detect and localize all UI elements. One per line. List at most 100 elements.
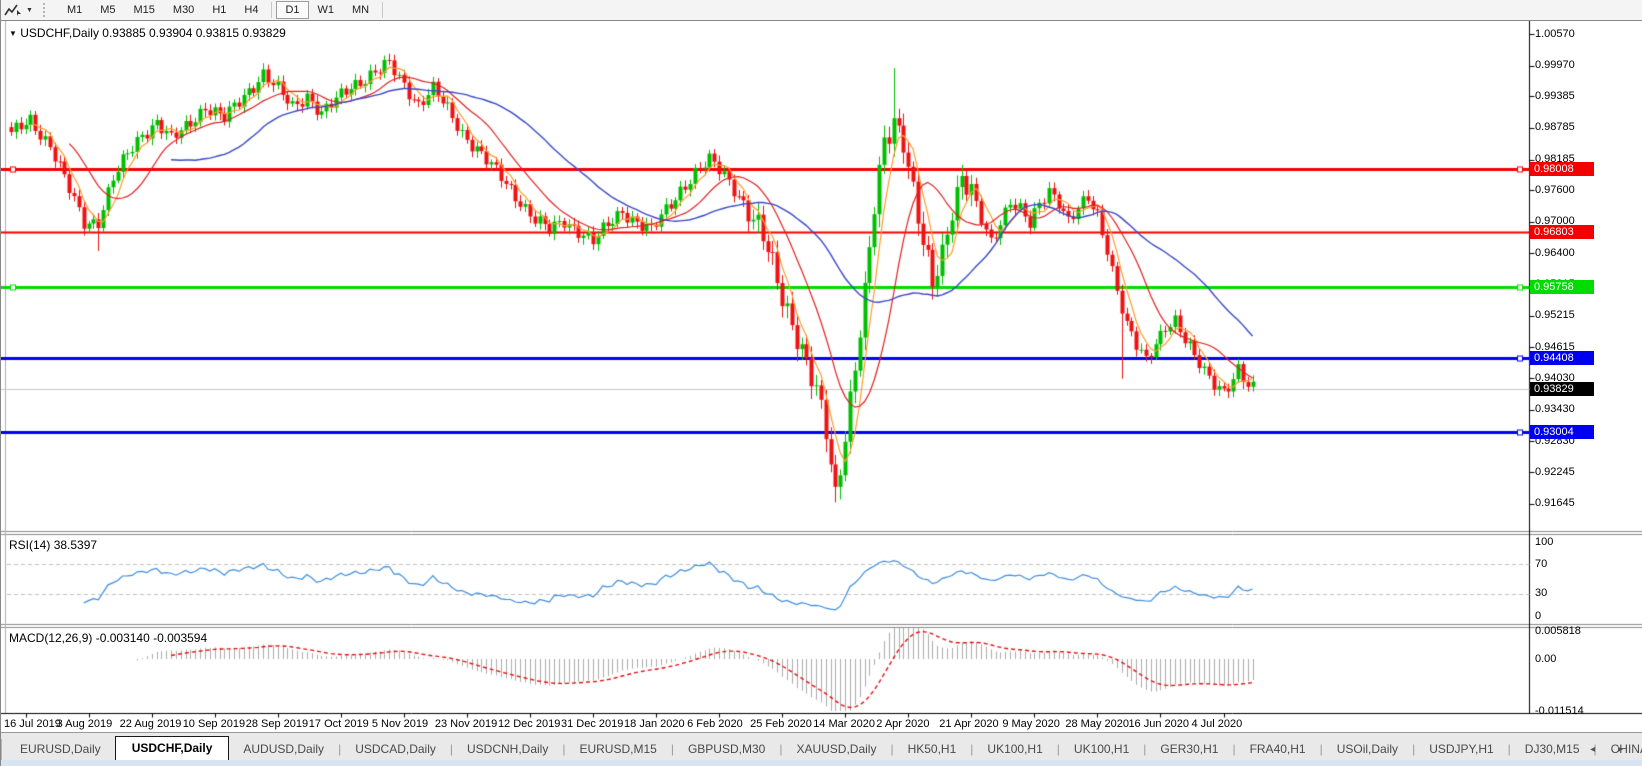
chart-symbol-label: USDCHF,Daily bbox=[20, 26, 99, 40]
tab-scroll-right-icon[interactable]: ▸ bbox=[1617, 744, 1633, 755]
hline-price-badge: 0.96803 bbox=[1530, 225, 1594, 240]
tab-divider: | bbox=[779, 742, 783, 756]
macd-indicator-label: MACD(12,26,9) -0.003140 -0.003594 bbox=[9, 631, 207, 645]
tab-bar-gutter bbox=[1, 739, 2, 761]
window-status-strip bbox=[1, 760, 1642, 766]
tab-hk50-h1[interactable]: HK50,H1 bbox=[907, 742, 957, 756]
y-axis-tick-label: 0.93430 bbox=[1535, 403, 1575, 416]
chart-pointer-icon[interactable] bbox=[4, 4, 22, 17]
tab-gbpusd-m30[interactable]: GBPUSD,M30 bbox=[687, 742, 766, 756]
x-axis-date-label: 18 Jan 2020 bbox=[624, 718, 685, 730]
toolbar-grip[interactable] bbox=[42, 3, 48, 17]
x-axis-date-label: 16 Jul 2019 bbox=[4, 718, 61, 730]
tab-scroll-left-icon[interactable]: ◂ bbox=[1590, 744, 1606, 755]
tab-usoil-daily[interactable]: USOil,Daily bbox=[1336, 742, 1399, 756]
tab-audusd-daily[interactable]: AUDUSD,Daily bbox=[243, 742, 325, 756]
chart-tab-bar: EURUSD,Daily USDCHF,Daily AUDUSD,Daily | USD… bbox=[1, 732, 1642, 761]
rsi-name: RSI(14) bbox=[9, 538, 51, 552]
hline-price-badge: 0.98008 bbox=[1530, 161, 1594, 176]
dropdown-caret-icon[interactable]: ▼ bbox=[26, 6, 33, 14]
x-axis-date-label: 21 Apr 2020 bbox=[939, 718, 999, 730]
y-axis-tick-label: 0.97600 bbox=[1535, 183, 1575, 196]
timeframe-button-d1[interactable]: D1 bbox=[276, 1, 309, 19]
y-axis-tick-label: 0.92245 bbox=[1535, 465, 1575, 478]
tab-uk100-h1[interactable]: UK100,H1 bbox=[1073, 742, 1130, 756]
tab-dj30-m15[interactable]: DJ30,M15 bbox=[1524, 742, 1580, 756]
macd-axis-label: 0.005818 bbox=[1535, 625, 1581, 638]
timeframe-button-m5[interactable]: M5 bbox=[100, 4, 116, 16]
y-axis-tick-label: 0.94615 bbox=[1535, 340, 1575, 353]
hline-price-badge: 0.93004 bbox=[1530, 425, 1594, 440]
tab-usdcad-daily[interactable]: USDCAD,Daily bbox=[355, 742, 436, 756]
y-axis-tick-label: 0.99385 bbox=[1535, 89, 1575, 102]
rsi-value: 38.5397 bbox=[53, 538, 98, 552]
tab-usdcnh-daily[interactable]: USDCNH,Daily bbox=[467, 742, 549, 756]
x-axis-date-label: 14 Mar 2020 bbox=[813, 718, 875, 730]
timeframe-toolbar: ▼ M1 M5 M15 M30 H1 H4 D1 W1 MN bbox=[1, 0, 1642, 21]
tab-divider: | bbox=[1412, 742, 1416, 756]
rsi-axis-label: 0 bbox=[1535, 609, 1542, 622]
tabs-container: EURUSD,Daily USDCHF,Daily AUDUSD,Daily | USD… bbox=[6, 736, 1642, 761]
timeframe-button-m1[interactable]: M1 bbox=[66, 4, 83, 16]
tab-usdchf-daily[interactable]: USDCHF,Daily bbox=[114, 736, 230, 761]
timeframe-button-h4[interactable]: H4 bbox=[244, 4, 259, 16]
x-axis-date-label: 23 Nov 2019 bbox=[434, 718, 498, 730]
y-axis-tick-label: 0.98785 bbox=[1535, 121, 1575, 134]
y-axis-tick-label: 0.95215 bbox=[1535, 309, 1575, 322]
tab-divider: | bbox=[1056, 742, 1060, 756]
tab-divider: | bbox=[1143, 742, 1147, 756]
timeframe-button-w1[interactable]: W1 bbox=[317, 4, 335, 16]
timeframe-button-mn[interactable]: MN bbox=[352, 4, 370, 16]
tab-divider: | bbox=[670, 742, 674, 756]
current-price-badge: 0.93829 bbox=[1530, 381, 1594, 396]
tab-divider: | bbox=[1232, 742, 1236, 756]
tab-divider: | bbox=[890, 742, 894, 756]
x-axis-date-label: 22 Aug 2019 bbox=[119, 718, 182, 730]
tab-ger30-h1[interactable]: GER30,H1 bbox=[1160, 742, 1219, 756]
tab-eurusd-m15[interactable]: EURUSD,M15 bbox=[579, 742, 657, 756]
x-axis-date-label: 25 Feb 2020 bbox=[750, 718, 812, 730]
tab-divider: | bbox=[1593, 742, 1597, 756]
x-axis-date-label: 4 Jul 2020 bbox=[1191, 718, 1243, 730]
macd-signal-value: -0.003594 bbox=[153, 631, 208, 645]
tab-divider: | bbox=[970, 742, 974, 756]
tab-usdjpy-h1[interactable]: USDJPY,H1 bbox=[1429, 742, 1494, 756]
timeframe-button-m30[interactable]: M30 bbox=[172, 4, 195, 16]
tab-eurusd-daily[interactable]: EURUSD,Daily bbox=[20, 742, 101, 756]
chart-canvas[interactable] bbox=[1, 21, 1642, 733]
chart-title-collapse-icon[interactable]: ▼ bbox=[9, 29, 17, 38]
x-axis-date-label: 28 Sep 2019 bbox=[245, 718, 309, 730]
x-axis-date-label: 6 Feb 2020 bbox=[687, 718, 743, 730]
rsi-axis-label: 70 bbox=[1535, 557, 1548, 570]
tab-xauusd-daily[interactable]: XAUUSD,Daily bbox=[796, 742, 877, 756]
rsi-axis-label: 30 bbox=[1535, 587, 1548, 600]
rsi-indicator-label: RSI(14) 38.5397 bbox=[9, 538, 97, 552]
y-axis-tick-label: 0.96400 bbox=[1535, 246, 1575, 259]
timeframe-button-m15[interactable]: M15 bbox=[133, 4, 155, 16]
tab-uk100-h1[interactable]: UK100,H1 bbox=[987, 742, 1043, 756]
x-axis-date-label: 2 Apr 2020 bbox=[876, 718, 930, 730]
timeframe-button-h1[interactable]: H1 bbox=[212, 4, 227, 16]
tab-scroll-arrows: ◂ ▸ bbox=[1590, 744, 1633, 755]
y-axis-tick-label: 1.00570 bbox=[1535, 27, 1575, 40]
tab-china300-h4[interactable]: CHINA300,H4 bbox=[1610, 742, 1642, 756]
toolbar-separator bbox=[382, 2, 384, 18]
chart-window: ▼ USDCHF,Daily 0.93885 0.93904 0.93815 0… bbox=[1, 20, 1642, 733]
tab-fra40-h1[interactable]: FRA40,H1 bbox=[1249, 742, 1306, 756]
tab-divider: | bbox=[562, 742, 566, 756]
chart-title: ▼ USDCHF,Daily 0.93885 0.93904 0.93815 0… bbox=[9, 26, 286, 40]
tab-divider: | bbox=[338, 742, 342, 756]
hline-price-badge: 0.95758 bbox=[1530, 280, 1594, 295]
x-axis-date-label: 31 Dec 2019 bbox=[561, 718, 624, 730]
macd-axis-label: -0.011514 bbox=[1535, 704, 1584, 717]
macd-main-value: -0.003140 bbox=[95, 631, 150, 645]
x-axis-date-label: 12 Dec 2019 bbox=[497, 718, 561, 730]
tab-divider: | bbox=[1507, 742, 1511, 756]
macd-name: MACD(12,26,9) bbox=[9, 631, 93, 645]
x-axis-date-label: 17 Oct 2019 bbox=[308, 718, 369, 730]
x-axis-date-label: 3 Aug 2019 bbox=[56, 718, 113, 730]
timeframe-buttons: M1 M5 M15 M30 H1 H4 D1 W1 MN bbox=[58, 1, 387, 19]
toolbar-separator bbox=[271, 2, 273, 18]
x-axis-date-label: 10 Sep 2019 bbox=[182, 718, 246, 730]
